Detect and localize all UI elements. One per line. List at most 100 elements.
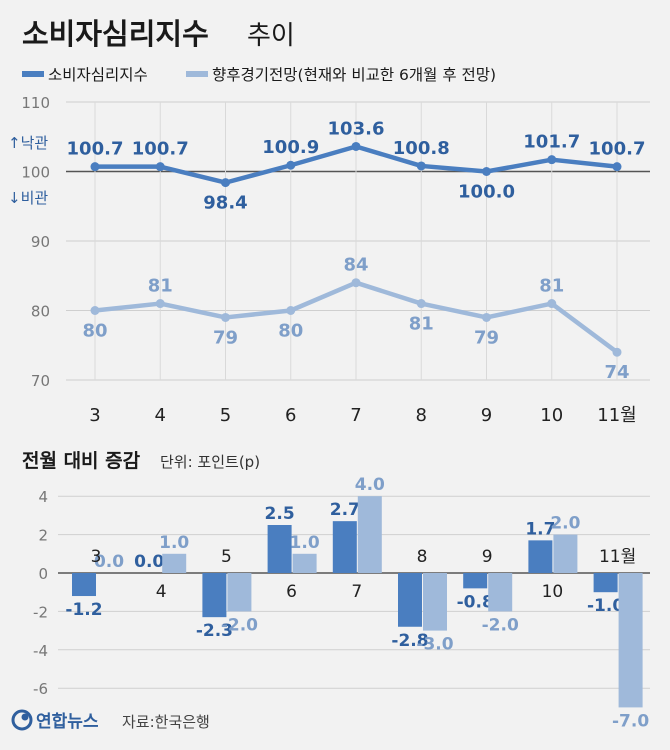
yonhap-logo-icon — [11, 709, 33, 731]
outlook-data-label: 79 — [474, 327, 499, 348]
cci-point — [286, 160, 296, 170]
outlook-change-bar — [618, 573, 643, 708]
cci-change-label: 1.7 — [525, 519, 555, 539]
line-chart-x-ticks: 3 4 5 6 7 8 9 10 11월 — [89, 405, 636, 426]
outlook-point — [221, 312, 230, 322]
bar-x-tick-label: 7 — [351, 582, 362, 602]
cci-change-label: -1.0 — [587, 596, 624, 616]
cci-change-bar — [267, 525, 292, 573]
cci-data-label: 98.4 — [203, 193, 247, 214]
bar-x-tick-label: 4 — [156, 582, 167, 602]
cci-data-label: 100.9 — [262, 137, 319, 158]
cci-change-label: 2.5 — [265, 504, 295, 524]
bar-x-tick-label: 5 — [221, 547, 232, 567]
bar-x-tick-label: 10 — [542, 582, 564, 602]
outlook-point — [612, 347, 622, 357]
cci-change-label: 0.0 — [134, 552, 164, 572]
cci-change-bar — [528, 540, 553, 573]
line-x-tick-label: 11월 — [597, 405, 636, 426]
cci-point — [547, 155, 557, 165]
legend: 소비자심리지수 향후경기전망(현재와 비교한 6개월 후 전망) — [22, 66, 496, 84]
outlook-data-label: 81 — [409, 314, 434, 335]
legend-swatch-cci — [22, 71, 44, 77]
outlook-data-label: 80 — [82, 321, 107, 342]
cci-point — [482, 167, 491, 176]
legend-label-outlook: 향후경기전망(현재와 비교한 6개월 후 전망) — [212, 66, 496, 84]
outlook-data-label: 81 — [539, 276, 564, 297]
outlook-change-label: 0.0 — [94, 552, 124, 572]
line-x-tick-label: 8 — [416, 405, 427, 426]
outlook-data-label: 80 — [278, 321, 303, 342]
cci-point — [351, 141, 361, 151]
legend-label-cci: 소비자심리지수 — [48, 66, 148, 84]
annotation-pessimism: ↓비관 — [8, 189, 48, 207]
bar-chart-unit: 단위: 포인트(p) — [160, 453, 260, 471]
cci-data-label: 100.7 — [132, 139, 189, 160]
bar-chart-x-ticks: 3 4 5 6 7 8 9 10 11월 — [91, 547, 637, 602]
bar-x-tick-label: 3 — [91, 547, 102, 567]
bar-chart-series: -1.20.0-2.32.5 2.7-2.8-0.81.7-1.00.01.0-2… — [65, 475, 649, 731]
line-x-tick-label: 5 — [220, 405, 231, 426]
bar-y-tick-label: 2 — [38, 527, 48, 545]
outlook-change-label: 1.0 — [159, 533, 189, 553]
outlook-point — [286, 306, 296, 315]
cci-point — [612, 162, 622, 172]
chart-subtitle: 추이 — [247, 21, 295, 51]
bar-x-tick-label: 8 — [417, 547, 428, 567]
line-y-tick-label: 90 — [31, 233, 50, 251]
bar-x-tick-label: 9 — [482, 547, 493, 567]
outlook-change-bar — [162, 553, 187, 573]
line-y-tick-label: 80 — [31, 303, 50, 321]
outlook-change-bar — [423, 573, 447, 631]
line-x-tick-label: 9 — [481, 405, 492, 426]
line-chart-series: 100.7 100.7 98.4 100.9 103.6 100.8 100.0 101.7 1… — [67, 118, 646, 383]
bar-chart-y-ticks: 4 2 0 -2 -4 -6 — [33, 488, 48, 698]
outlook-change-label: 4.0 — [355, 475, 385, 495]
bar-x-tick-label: 11월 — [599, 547, 636, 567]
outlook-change-label: -7.0 — [612, 711, 649, 731]
footer-brand: 연합뉴스 — [36, 711, 99, 732]
outlook-change-bar — [227, 573, 252, 612]
bar-x-tick-label: 6 — [286, 582, 297, 602]
cci-data-label: 100.8 — [393, 138, 450, 159]
cci-data-label: 101.7 — [523, 132, 580, 153]
cci-change-label: -0.8 — [457, 592, 494, 612]
line-chart-y-ticks: 70 80 90 100 110 — [21, 94, 50, 390]
outlook-change-label: -3.0 — [416, 635, 453, 655]
annotation-optimism: ↑낙관 — [8, 134, 48, 152]
line-x-tick-label: 4 — [155, 405, 166, 426]
outlook-data-label: 81 — [148, 276, 173, 297]
outlook-change-bar — [488, 573, 513, 612]
yonhap-logo-dot-icon — [21, 713, 29, 721]
outlook-data-label: 79 — [213, 327, 238, 348]
line-y-tick-label: 100 — [21, 164, 50, 182]
bar-chart-title: 전월 대비 증감 — [22, 450, 141, 472]
outlook-data-label: 74 — [604, 362, 629, 383]
cci-change-bar — [72, 573, 96, 597]
outlook-change-label: 1.0 — [290, 533, 320, 553]
outlook-change-bar — [292, 553, 317, 573]
bar-y-tick-label: -6 — [33, 680, 48, 698]
cci-change-label: -2.8 — [391, 631, 428, 651]
outlook-change-bar — [553, 534, 578, 573]
line-x-tick-label: 6 — [285, 405, 296, 426]
outlook-point — [416, 299, 426, 309]
cci-change-bar — [332, 521, 357, 573]
line-y-tick-label: 110 — [21, 94, 50, 112]
outlook-change-label: 2.0 — [550, 514, 580, 534]
cci-point — [416, 161, 426, 171]
line-x-tick-label: 10 — [540, 405, 563, 426]
cci-data-label: 100.0 — [458, 182, 515, 203]
line-y-tick-label: 70 — [31, 372, 50, 390]
outlook-change-label: -2.0 — [482, 615, 519, 635]
bar-y-tick-label: 4 — [38, 488, 48, 506]
outlook-point — [351, 278, 361, 288]
cci-point — [90, 162, 100, 172]
outlook-data-label: 84 — [343, 255, 368, 276]
cci-change-bar — [202, 573, 227, 618]
chart-title: 소비자심리지수 — [22, 17, 209, 51]
cci-change-bar — [398, 573, 422, 627]
cci-data-label: 100.7 — [67, 139, 124, 160]
cci-change-bar — [463, 573, 488, 589]
